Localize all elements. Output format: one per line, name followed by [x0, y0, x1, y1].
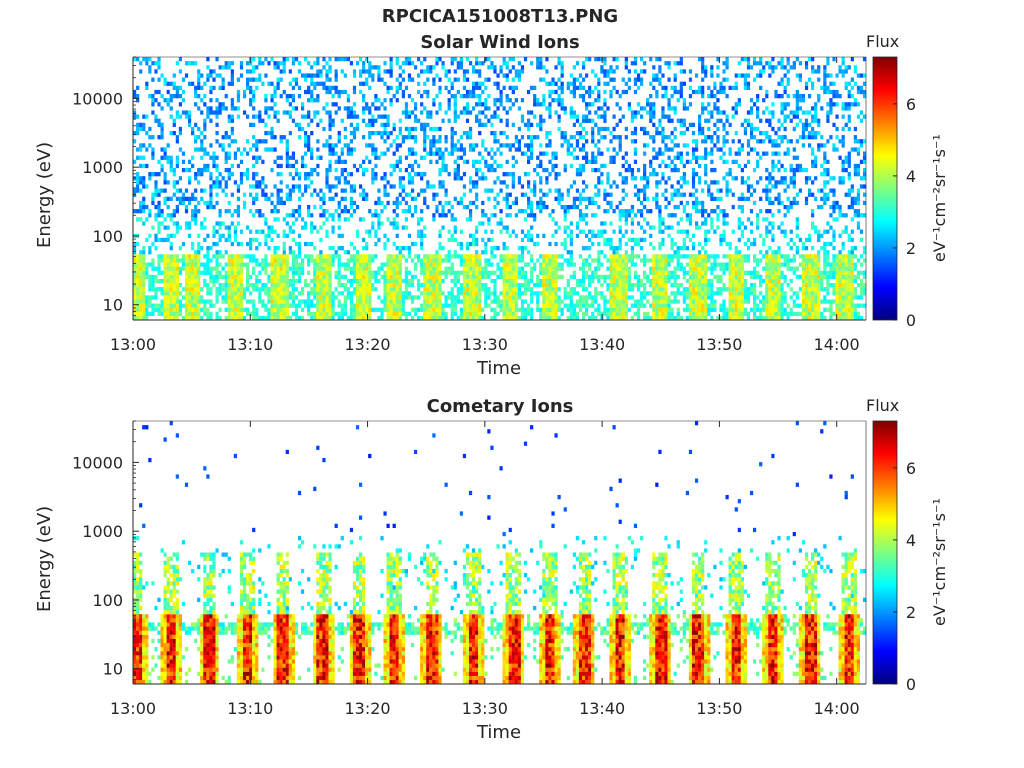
panel1-ytick-label: 100 — [92, 227, 123, 246]
panel1-xtick-label: 13:30 — [462, 335, 508, 354]
panel2-xtick-label: 13:00 — [110, 699, 156, 718]
panel1-ytick-label: 10000 — [72, 89, 123, 108]
panel1-xtick-label: 14:00 — [814, 335, 860, 354]
panel2-xtick-label: 13:20 — [345, 699, 391, 718]
panel2-colorbar-tick-label: 2 — [906, 603, 916, 622]
panel2-xtick-label: 13:50 — [696, 699, 742, 718]
panel1-colorbar — [872, 56, 898, 321]
panel1-ytick-label: 10 — [103, 296, 123, 315]
panel1-colorbar-tick-label: 2 — [906, 239, 916, 258]
panel2-xtick-label: 14:00 — [814, 699, 860, 718]
panel2-ytick-label: 1000 — [82, 522, 123, 541]
panel2-colorbar-tick-label: 4 — [906, 531, 916, 550]
panel1-colorbar-tick-label: 0 — [906, 311, 916, 330]
panel2-colorbar-label: Flux — [866, 396, 900, 415]
panel1-title: Solar Wind Ions — [420, 32, 580, 53]
panel1-colorbar-label: Flux — [866, 32, 900, 51]
panel1-xlabel: Time — [476, 358, 522, 379]
panel2-heatmap — [133, 421, 867, 685]
figure-title: RPCICA151008T13.PNG — [381, 6, 619, 27]
panel1-xtick-label: 13:40 — [579, 335, 625, 354]
panel2-colorbar-tick-label: 6 — [906, 459, 916, 478]
panel1-xtick-label: 13:50 — [696, 335, 742, 354]
panel1-ytick-label: 1000 — [82, 158, 123, 177]
panel1-colorbar-tick-label: 4 — [906, 167, 916, 186]
panel2-xlabel: Time — [476, 722, 522, 743]
panel2-xtick-label: 13:10 — [227, 699, 273, 718]
panel2-title: Cometary Ions — [426, 396, 574, 417]
panel2-ytick-label: 100 — [92, 591, 123, 610]
panel2-colorbar — [872, 420, 898, 685]
panel1-heatmap — [133, 57, 867, 321]
panel2-ytick-label: 10 — [103, 660, 123, 679]
panel2-xtick-label: 13:40 — [579, 699, 625, 718]
panel1-colorbar-tick-label: 6 — [906, 95, 916, 114]
panel2-colorbar-tick-label: 0 — [906, 675, 916, 694]
panel2-ytick-label: 10000 — [72, 453, 123, 472]
panel1-xtick-label: 13:00 — [110, 335, 156, 354]
panel1-xtick-label: 13:10 — [227, 335, 273, 354]
panel1-xtick-label: 13:20 — [345, 335, 391, 354]
panel2-xtick-label: 13:30 — [462, 699, 508, 718]
